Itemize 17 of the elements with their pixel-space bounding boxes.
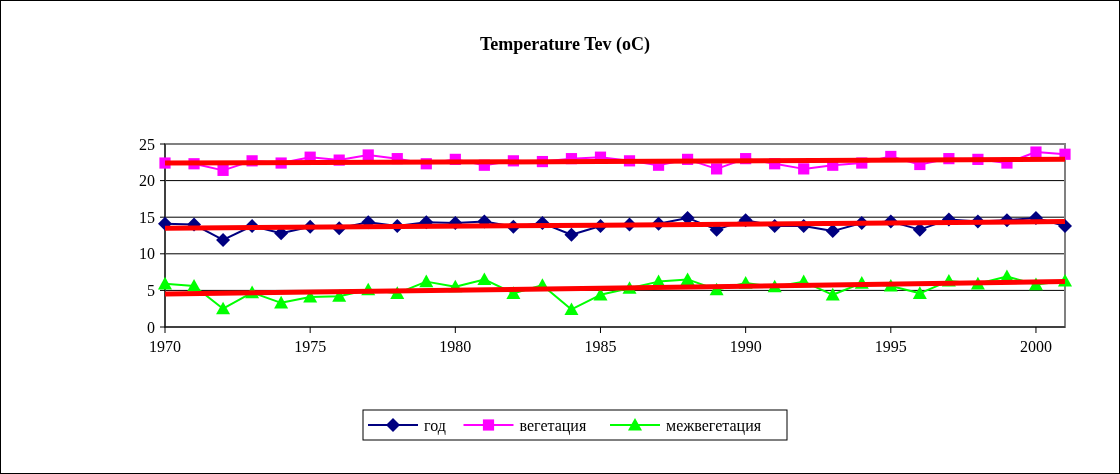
y-tick-label: 25 [139,135,155,153]
y-tick-label: 15 [139,208,155,226]
y-tick-label: 5 [147,282,155,299]
x-tick-label: 1970 [149,338,181,355]
x-tick-label: 1990 [729,338,762,355]
x-tick-label: 1975 [294,338,327,355]
y-tick-label: 0 [147,318,155,336]
x-tick-label: 2000 [1019,338,1052,355]
legend-label: год [424,416,446,435]
y-tick-label: 10 [139,245,155,263]
x-tick-label: 1985 [584,338,617,355]
y-tick-label: 20 [139,172,155,190]
legend-label: межвегетация [666,416,762,435]
x-tick-label: 1995 [874,338,907,355]
legend-label: вегетация [519,416,587,435]
x-tick-label: 1980 [439,338,472,355]
chart-title: Temperature Tev (oC) [480,34,650,55]
